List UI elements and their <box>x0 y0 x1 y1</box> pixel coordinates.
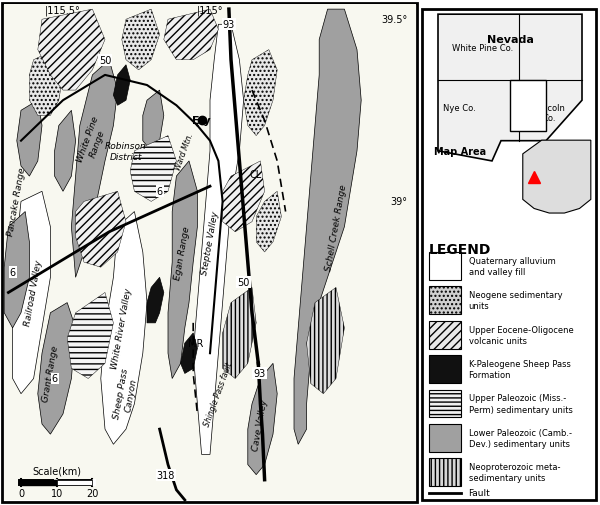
Text: CL: CL <box>249 169 262 179</box>
Text: Neogene sedimentary
units: Neogene sedimentary units <box>469 291 562 311</box>
Polygon shape <box>122 10 160 71</box>
Text: Lower Paleozoic (Camb.-
Dev.) sedimentary units: Lower Paleozoic (Camb.- Dev.) sedimentar… <box>469 428 572 448</box>
Text: 50: 50 <box>238 278 250 288</box>
Bar <box>429 356 461 383</box>
Text: |115°: |115° <box>197 5 223 16</box>
Polygon shape <box>38 303 76 434</box>
Bar <box>429 390 461 418</box>
Polygon shape <box>248 364 277 475</box>
Text: Quaternary alluvium
and valley fill: Quaternary alluvium and valley fill <box>469 257 556 276</box>
Text: Map Area: Map Area <box>434 146 485 157</box>
Polygon shape <box>181 333 197 374</box>
Polygon shape <box>38 10 105 91</box>
Text: Cave Valley: Cave Valley <box>251 397 269 451</box>
Text: Scale(km): Scale(km) <box>32 466 81 476</box>
Bar <box>429 287 461 315</box>
Text: Shingle Pass fault: Shingle Pass fault <box>203 361 234 427</box>
Text: Robinson
District: Robinson District <box>105 142 147 161</box>
Text: White Pine
Range: White Pine Range <box>75 116 110 167</box>
Bar <box>429 424 461 452</box>
Text: Neoproterozoic meta-
sedimentary units: Neoproterozoic meta- sedimentary units <box>469 463 560 482</box>
Text: 93: 93 <box>253 369 266 379</box>
Polygon shape <box>4 212 29 328</box>
Polygon shape <box>55 111 76 192</box>
Text: Grant Range: Grant Range <box>41 345 60 402</box>
Polygon shape <box>438 15 582 162</box>
Text: 93: 93 <box>223 20 235 30</box>
Bar <box>429 252 461 280</box>
Text: White River Valley: White River Valley <box>110 287 133 369</box>
Polygon shape <box>244 50 277 136</box>
Bar <box>429 321 461 349</box>
Polygon shape <box>223 162 265 232</box>
Text: Lincoln
Co.: Lincoln Co. <box>535 104 565 123</box>
Text: Nye Co.: Nye Co. <box>443 104 476 113</box>
Text: Schell Creek Range: Schell Creek Range <box>324 183 348 271</box>
Text: Sheep Pass
Canyon: Sheep Pass Canyon <box>112 367 140 421</box>
Text: 0: 0 <box>18 488 24 498</box>
Polygon shape <box>130 136 176 202</box>
Bar <box>510 81 546 131</box>
Polygon shape <box>101 212 147 444</box>
Text: 20: 20 <box>86 488 98 498</box>
Text: Nevada: Nevada <box>487 35 533 45</box>
Text: Upper Eocene-Oligocene
volcanic units: Upper Eocene-Oligocene volcanic units <box>469 325 574 345</box>
Polygon shape <box>307 288 344 394</box>
Polygon shape <box>193 25 244 454</box>
Text: MR: MR <box>188 338 204 348</box>
Text: Upper Paleozoic (Miss.-
Perm) sedimentary units: Upper Paleozoic (Miss.- Perm) sedimentar… <box>469 394 572 414</box>
Polygon shape <box>76 192 126 268</box>
Text: Ely: Ely <box>192 116 211 126</box>
Text: K-Paleogene Sheep Pass
Formation: K-Paleogene Sheep Pass Formation <box>469 360 571 379</box>
Text: 6: 6 <box>52 374 58 384</box>
Polygon shape <box>164 10 218 61</box>
Polygon shape <box>294 10 361 444</box>
Text: |115.5°: |115.5° <box>45 5 81 16</box>
Text: Pancake Range: Pancake Range <box>7 167 27 237</box>
Text: 6: 6 <box>157 187 163 197</box>
Text: Steptoe Valley: Steptoe Valley <box>200 210 220 275</box>
Text: Fault: Fault <box>469 488 490 497</box>
Text: Ward Mtn.: Ward Mtn. <box>174 132 196 171</box>
Text: 50: 50 <box>99 56 111 66</box>
Text: LEGEND: LEGEND <box>429 242 491 257</box>
Text: Railroad Valley: Railroad Valley <box>23 259 44 327</box>
Polygon shape <box>143 91 164 152</box>
Polygon shape <box>113 66 130 106</box>
Bar <box>429 459 461 486</box>
Polygon shape <box>71 61 118 278</box>
Text: 318: 318 <box>157 470 175 480</box>
Text: 6: 6 <box>10 268 16 278</box>
Polygon shape <box>29 50 63 116</box>
Text: 10: 10 <box>50 488 63 498</box>
Polygon shape <box>17 101 42 177</box>
Polygon shape <box>223 288 256 379</box>
Polygon shape <box>67 293 113 379</box>
Text: White Pine Co.: White Pine Co. <box>452 43 514 53</box>
Polygon shape <box>256 192 281 252</box>
Text: Egan Range: Egan Range <box>173 225 192 280</box>
Polygon shape <box>168 162 197 379</box>
Text: 39.5°: 39.5° <box>381 15 407 25</box>
Text: 39°: 39° <box>391 197 407 207</box>
Polygon shape <box>147 278 164 323</box>
Polygon shape <box>13 192 50 394</box>
